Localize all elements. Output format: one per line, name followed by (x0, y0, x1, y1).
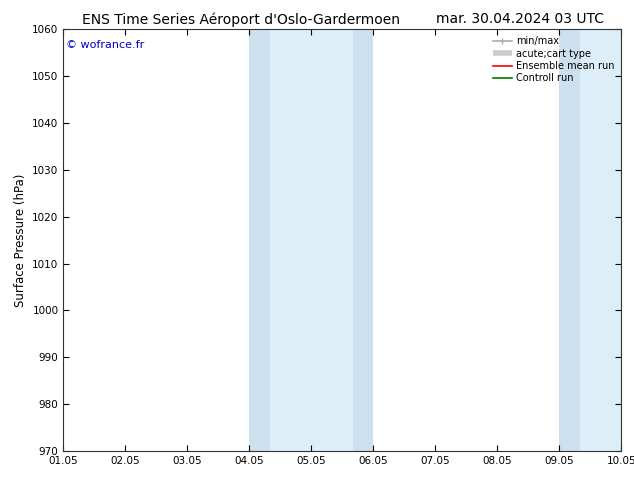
Legend: min/max, acute;cart type, Ensemble mean run, Controll run: min/max, acute;cart type, Ensemble mean … (491, 34, 616, 85)
Text: ENS Time Series Aéroport d'Oslo-Gardermoen: ENS Time Series Aéroport d'Oslo-Gardermo… (82, 12, 400, 27)
Bar (353, 29, 373, 451)
Bar (579, 29, 634, 451)
Bar (559, 29, 579, 451)
Bar (249, 29, 270, 451)
Text: mar. 30.04.2024 03 UTC: mar. 30.04.2024 03 UTC (436, 12, 604, 26)
Y-axis label: Surface Pressure (hPa): Surface Pressure (hPa) (14, 173, 27, 307)
Text: © wofrance.fr: © wofrance.fr (66, 40, 145, 50)
Bar (270, 29, 353, 451)
